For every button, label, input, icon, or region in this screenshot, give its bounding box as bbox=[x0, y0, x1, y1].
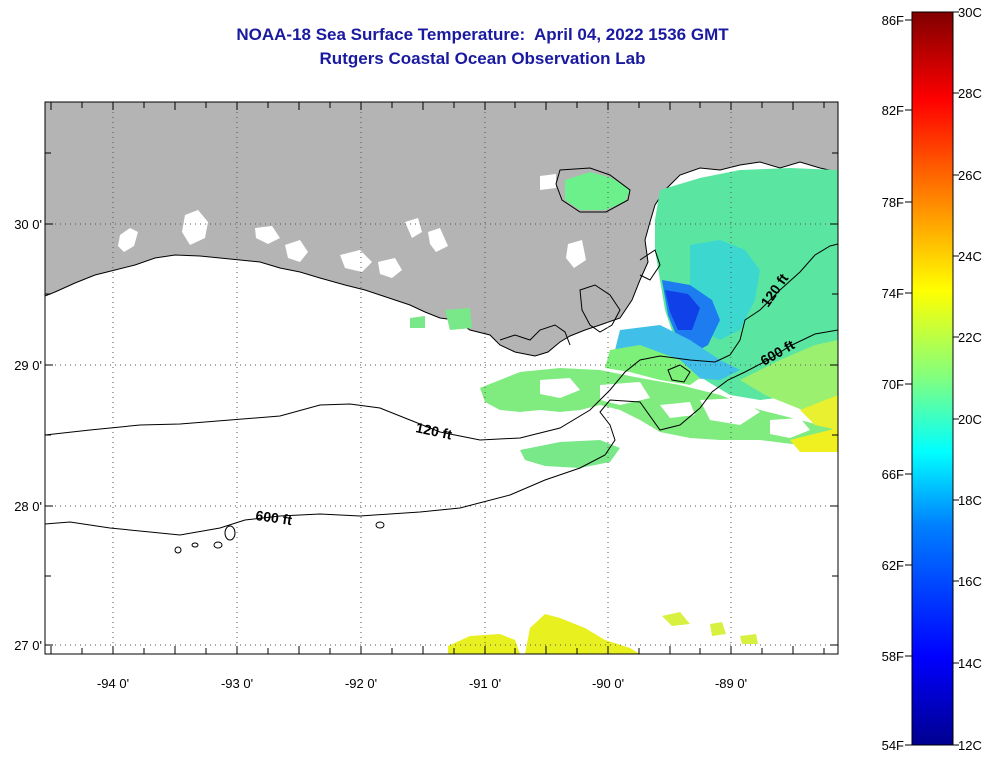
colorbar-f-label-70: 70F bbox=[882, 377, 904, 392]
colorbar-f-label-78: 78F bbox=[882, 195, 904, 210]
lon-label-94: -94 0' bbox=[97, 676, 129, 691]
lon-label-93: -93 0' bbox=[221, 676, 253, 691]
colorbar-f-label-82: 82F bbox=[882, 103, 904, 118]
lon-label-91: -91 0' bbox=[469, 676, 501, 691]
colorbar-f-label-62: 62F bbox=[882, 558, 904, 573]
colorbar-f-label-66: 66F bbox=[882, 467, 904, 482]
axis-ticks bbox=[45, 102, 838, 654]
colorbar-c-label-14: 14C bbox=[958, 656, 982, 671]
colorbar-c-label-26: 26C bbox=[958, 168, 982, 183]
colorbar-c-label-30: 30C bbox=[958, 5, 982, 20]
colorbar-c-label-24: 24C bbox=[958, 249, 982, 264]
lat-label-28: 28 0' bbox=[14, 499, 42, 514]
graticule bbox=[45, 102, 838, 654]
cloud-patches-land bbox=[118, 174, 586, 278]
lat-label-29: 29 0' bbox=[14, 358, 42, 373]
lon-label-89: -89 0' bbox=[715, 676, 747, 691]
map-subtitle: Rutgers Coastal Ocean Observation Lab bbox=[319, 49, 646, 68]
coastline-detail bbox=[499, 167, 691, 383]
colorbar-c-label-16: 16C bbox=[958, 574, 982, 589]
colorbar-f-label-86: 86F bbox=[882, 13, 904, 28]
contour-label-600-west: 600 ft bbox=[255, 507, 294, 528]
contour-120ft bbox=[45, 243, 838, 441]
colorbar-f-label-54: 54F bbox=[882, 738, 904, 753]
land-mass bbox=[45, 102, 838, 357]
colorbar-c-label-28: 28C bbox=[958, 86, 982, 101]
lat-label-27: 27 0' bbox=[14, 638, 42, 653]
colorbar-f-label-58: 58F bbox=[882, 649, 904, 664]
plot-frame bbox=[44, 101, 839, 655]
colorbar-c-label-20: 20C bbox=[958, 412, 982, 427]
map-title: NOAA-18 Sea Surface Temperature: April 0… bbox=[236, 25, 729, 44]
lon-label-90: -90 0' bbox=[592, 676, 624, 691]
colorbar-ticks bbox=[905, 11, 959, 746]
colorbar-c-label-12: 12C bbox=[958, 738, 982, 753]
sst-data bbox=[410, 168, 838, 654]
contour-600ft bbox=[45, 329, 838, 536]
colorbar bbox=[911, 11, 954, 746]
lon-label-92: -92 0' bbox=[345, 676, 377, 691]
contour-label-120-west: 120 ft bbox=[414, 419, 453, 442]
bathymetry-contours bbox=[45, 243, 838, 554]
colorbar-f-label-74: 74F bbox=[882, 286, 904, 301]
lat-label-30: 30 0' bbox=[14, 217, 42, 232]
colorbar-c-label-22: 22C bbox=[958, 330, 982, 345]
colorbar-c-label-18: 18C bbox=[958, 493, 982, 508]
